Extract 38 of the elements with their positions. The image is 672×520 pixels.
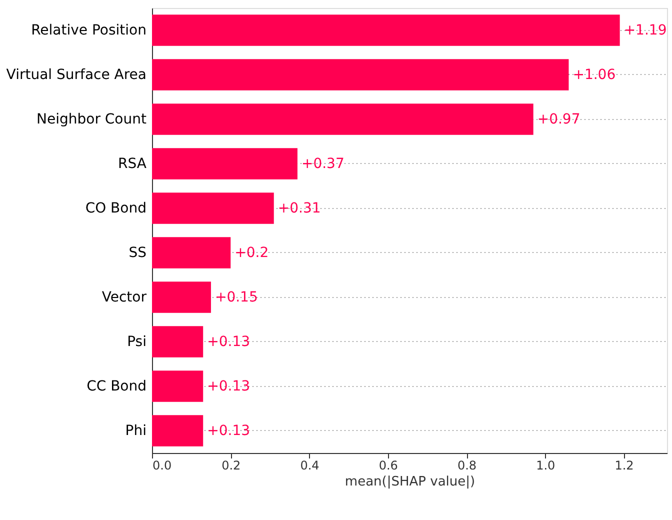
x-tick-label: 1.0 <box>536 458 556 472</box>
data-label: +0.13 <box>207 334 250 350</box>
data-label: +1.06 <box>572 66 616 83</box>
x-axis-title: mean(|SHAP value|) <box>344 474 476 490</box>
y-tick-label: Relative Position <box>31 22 146 38</box>
y-tick-label: CO Bond <box>85 200 146 216</box>
x-tick-label: 0.4 <box>300 458 320 472</box>
bar <box>152 370 204 402</box>
bar <box>152 192 274 224</box>
data-label: +0.97 <box>537 111 580 128</box>
y-tick-label: Neighbor Count <box>36 111 147 128</box>
bar <box>152 326 204 358</box>
x-tick-label: 0.8 <box>457 458 477 472</box>
y-tick-label: Vector <box>102 289 147 306</box>
bar <box>152 415 204 446</box>
bar <box>152 104 534 135</box>
bar <box>152 59 569 90</box>
y-tick-label: RSA <box>118 156 147 172</box>
bar <box>152 148 298 180</box>
data-label: +1.19 <box>624 22 667 38</box>
y-tick-label: Psi <box>127 334 146 350</box>
x-tick-label: 0.6 <box>378 458 398 472</box>
data-label: +0.13 <box>207 378 250 394</box>
x-tick-label: 0.2 <box>222 458 241 472</box>
data-label: +0.37 <box>301 156 344 172</box>
bar <box>152 237 231 268</box>
x-tick-label: 0.0 <box>152 458 172 472</box>
data-label: +0.15 <box>214 289 258 306</box>
y-tick-label: CC Bond <box>86 378 146 394</box>
bar <box>152 14 620 46</box>
data-label: +0.2 <box>234 244 269 261</box>
y-tick-label: Virtual Surface Area <box>6 66 146 83</box>
data-label: +0.13 <box>207 422 250 439</box>
y-tick-label: SS <box>128 244 147 261</box>
data-label: +0.31 <box>278 200 321 216</box>
bar <box>152 282 211 313</box>
x-tick-label: 1.2 <box>614 458 634 472</box>
y-tick-label: Phi <box>125 422 146 439</box>
